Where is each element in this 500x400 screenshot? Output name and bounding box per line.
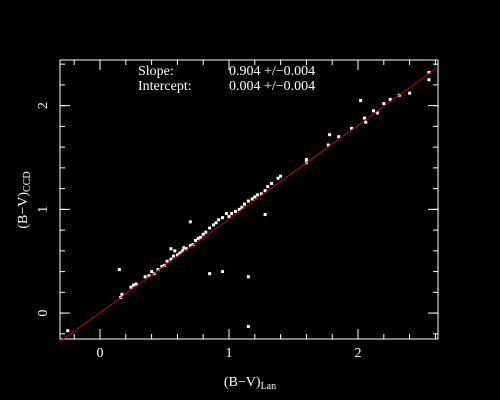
point xyxy=(201,232,205,236)
point xyxy=(259,192,263,196)
x-tick-label: 1 xyxy=(226,346,233,361)
point xyxy=(134,282,138,286)
point xyxy=(169,257,173,261)
x-label-main: (B−V) xyxy=(224,375,261,390)
point xyxy=(304,158,308,162)
point xyxy=(362,116,366,120)
point xyxy=(246,275,250,279)
annotation-text: 0.004 +/−0.004 xyxy=(229,79,315,94)
fit-line xyxy=(59,66,439,343)
point xyxy=(169,247,173,251)
point xyxy=(371,109,375,113)
point xyxy=(196,236,200,240)
annotation-label: Slope: xyxy=(138,64,174,79)
point xyxy=(165,259,169,263)
point xyxy=(181,249,185,253)
point xyxy=(230,212,234,216)
point xyxy=(117,268,121,272)
point xyxy=(253,195,257,199)
point xyxy=(160,264,164,268)
point xyxy=(221,270,225,274)
y-axis-label: (B−V)CCD xyxy=(16,171,33,228)
point xyxy=(427,78,431,82)
point xyxy=(263,213,267,217)
point xyxy=(129,285,133,289)
point xyxy=(132,283,136,287)
point xyxy=(212,223,216,227)
y-label-sub: CCD xyxy=(22,171,33,192)
point xyxy=(233,209,237,213)
point xyxy=(255,193,259,197)
y-label-main: (B−V) xyxy=(16,192,31,229)
point xyxy=(143,275,147,279)
point xyxy=(214,221,218,225)
point xyxy=(350,126,354,130)
point xyxy=(188,220,192,224)
point xyxy=(178,251,182,255)
annotation-text: 0.904 +/−0.004 xyxy=(229,64,315,79)
x-tick-label: 0 xyxy=(96,346,103,361)
point xyxy=(156,268,160,272)
point xyxy=(326,143,330,147)
point xyxy=(250,197,254,201)
point xyxy=(246,199,250,203)
point xyxy=(193,238,197,242)
point xyxy=(388,97,392,101)
point xyxy=(208,272,212,276)
point xyxy=(328,133,332,137)
point xyxy=(242,202,246,206)
point xyxy=(147,274,151,278)
point xyxy=(66,329,70,333)
x-tick-label: 2 xyxy=(355,346,362,361)
annotation-label: Intercept: xyxy=(138,79,192,94)
point xyxy=(208,226,212,230)
y-tick-label: 0 xyxy=(36,310,51,317)
point xyxy=(224,212,228,216)
point xyxy=(120,292,124,296)
point xyxy=(172,254,176,258)
point xyxy=(217,218,221,222)
point xyxy=(337,135,341,139)
point xyxy=(237,207,241,211)
point xyxy=(408,91,412,95)
point xyxy=(375,111,379,115)
point xyxy=(382,102,386,106)
point xyxy=(188,244,192,248)
point xyxy=(266,185,270,189)
point xyxy=(364,120,368,124)
point xyxy=(175,253,179,257)
plot-frame xyxy=(59,59,439,340)
point xyxy=(150,270,154,274)
point xyxy=(359,98,363,102)
point xyxy=(227,215,231,219)
point xyxy=(199,235,203,239)
point xyxy=(221,216,225,220)
point xyxy=(279,174,283,178)
x-label-sub: Lan xyxy=(261,381,277,392)
x-axis-label: (B−V)Lan xyxy=(224,375,276,392)
point xyxy=(246,325,250,329)
point xyxy=(276,176,280,180)
y-tick-label: 2 xyxy=(36,102,51,109)
point xyxy=(427,70,431,74)
point xyxy=(263,189,267,193)
y-tick-label: 1 xyxy=(36,206,51,213)
point xyxy=(204,230,208,234)
point xyxy=(184,247,188,251)
point xyxy=(173,249,177,253)
point xyxy=(270,181,274,185)
point xyxy=(182,246,186,250)
point xyxy=(240,205,244,209)
